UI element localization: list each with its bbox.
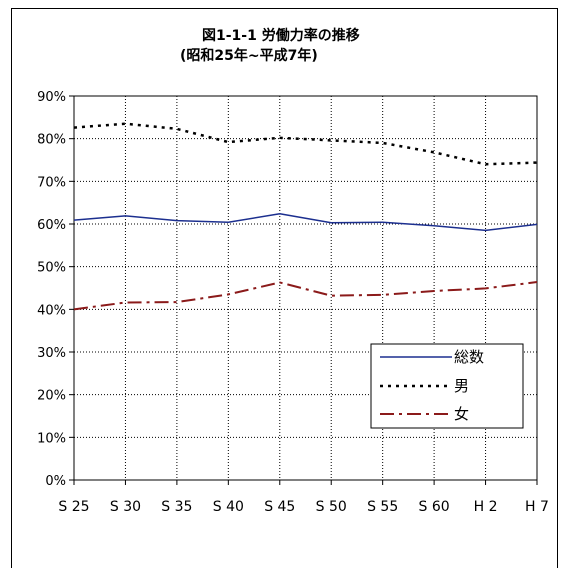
y-tick-label: 50% — [37, 261, 66, 276]
legend-label-female: 女 — [454, 405, 469, 423]
x-tick-label: H 2 — [474, 499, 498, 515]
x-tick-label: S 25 — [58, 499, 89, 515]
series-lines — [73, 122, 538, 311]
line-chart: 図1-1-1 労働力率の推移 (昭和25年~平成7年) 0% 10% 20% 30% 4… — [37, 27, 549, 515]
y-tick-label: 0% — [45, 474, 66, 489]
series-line-2 — [73, 281, 538, 311]
y-tick-label: 30% — [37, 346, 66, 361]
x-tick-label: H 7 — [525, 499, 549, 515]
series-line-0 — [73, 213, 538, 232]
x-axis: S 25 S 30 S 35 S 40 S 45 S 50 S 55 S 60 H 2 H 7 — [58, 480, 549, 515]
plot-area — [73, 95, 538, 481]
x-tick-label: S 45 — [264, 499, 295, 515]
chart-title: 図1-1-1 労働力率の推移 — [202, 27, 360, 44]
y-tick-label: 90% — [37, 90, 66, 105]
chart-subtitle: (昭和25年~平成7年) — [180, 47, 318, 64]
x-tick-label: S 50 — [316, 499, 347, 515]
y-tick-label: 20% — [37, 389, 66, 404]
y-tick-label: 40% — [37, 303, 66, 318]
x-tick-label: S 30 — [110, 499, 141, 515]
legend-label-male: 男 — [454, 377, 469, 395]
legend-label-total: 総数 — [454, 348, 484, 366]
y-tick-label: 60% — [37, 218, 66, 233]
y-tick-label: 10% — [37, 431, 66, 446]
x-tick-label: S 60 — [419, 499, 450, 515]
y-tick-label: 70% — [37, 175, 66, 190]
x-tick-label: S 55 — [367, 499, 398, 515]
series-line-1 — [73, 122, 538, 166]
y-axis: 0% 10% 20% 30% 40% 50% 60% 70% 80% 90% — [37, 90, 74, 489]
x-tick-label: S 35 — [161, 499, 192, 515]
y-tick-label: 80% — [37, 133, 66, 148]
legend: 総数 男 女 — [370, 343, 524, 429]
chart-frame: 図1-1-1 労働力率の推移 (昭和25年~平成7年) 0% 10% 20% 30% 4… — [11, 8, 558, 568]
x-tick-label: S 40 — [213, 499, 244, 515]
